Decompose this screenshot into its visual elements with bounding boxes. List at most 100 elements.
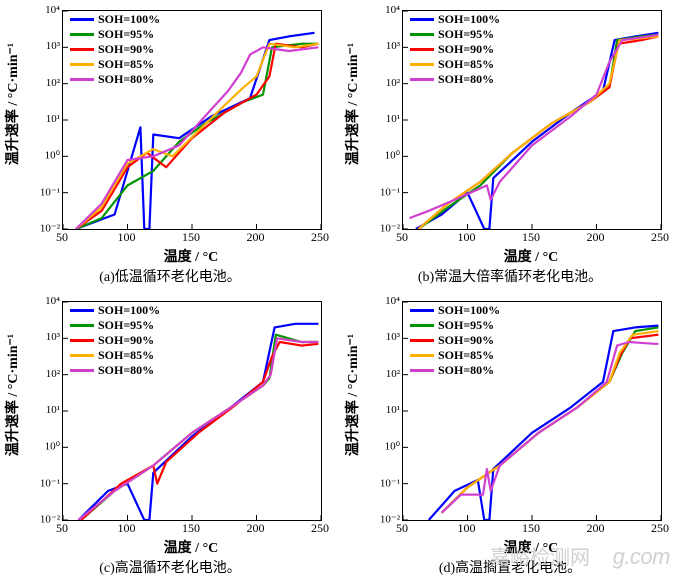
x-tick: 100	[118, 230, 136, 245]
legend-item: SOH=85%	[410, 348, 500, 363]
panel-c: 温升速率 / °C·min⁻¹温度 / °C(c)高温循环老化电池。10⁻²10…	[0, 291, 340, 582]
x-axis-label: 温度 / °C	[402, 246, 660, 266]
legend-swatch	[410, 63, 434, 66]
legend-label: SOH=90%	[98, 333, 154, 348]
legend-label: SOH=90%	[438, 42, 494, 57]
legend-swatch	[410, 369, 434, 372]
y-tick: 10¹	[20, 113, 60, 125]
x-tick: 150	[182, 521, 200, 536]
y-tick: 10⁴	[20, 4, 60, 16]
legend-swatch	[410, 354, 434, 357]
x-tick: 150	[182, 230, 200, 245]
legend-label: SOH=80%	[438, 72, 494, 87]
x-axis-label: 温度 / °C	[62, 537, 320, 557]
legend-item: SOH=100%	[70, 303, 160, 318]
legend: SOH=100%SOH=95%SOH=90%SOH=85%SOH=80%	[410, 12, 500, 87]
y-tick: 10¹	[360, 404, 400, 416]
legend-label: SOH=95%	[438, 318, 494, 333]
legend-label: SOH=95%	[98, 27, 154, 42]
legend-swatch	[410, 324, 434, 327]
legend-item: SOH=90%	[410, 333, 500, 348]
x-tick: 200	[587, 521, 605, 536]
y-axis-label: 温升速率 / °C·min⁻¹	[2, 0, 22, 218]
legend-label: SOH=85%	[98, 57, 154, 72]
y-tick: 10⁴	[360, 295, 400, 307]
y-tick: 10⁴	[360, 4, 400, 16]
y-tick: 10⁰	[20, 149, 60, 162]
legend-label: SOH=80%	[98, 363, 154, 378]
legend-label: SOH=90%	[98, 42, 154, 57]
legend-label: SOH=100%	[438, 12, 500, 27]
x-tick: 250	[311, 521, 329, 536]
legend-item: SOH=80%	[70, 363, 160, 378]
x-tick: 100	[458, 230, 476, 245]
legend-swatch	[70, 309, 94, 312]
x-axis-label: 温度 / °C	[62, 246, 320, 266]
legend-swatch	[70, 354, 94, 357]
x-tick: 100	[458, 521, 476, 536]
y-tick: 10⁻¹	[360, 476, 400, 489]
y-tick: 10⁻¹	[20, 185, 60, 198]
legend-label: SOH=85%	[438, 57, 494, 72]
legend-label: SOH=80%	[98, 72, 154, 87]
legend-label: SOH=95%	[98, 318, 154, 333]
y-tick: 10²	[20, 77, 60, 89]
legend-swatch	[410, 339, 434, 342]
legend-label: SOH=85%	[438, 348, 494, 363]
legend-item: SOH=95%	[410, 318, 500, 333]
y-tick: 10²	[20, 368, 60, 380]
legend: SOH=100%SOH=95%SOH=90%SOH=85%SOH=80%	[410, 303, 500, 378]
x-tick: 250	[311, 230, 329, 245]
panel-caption: (c)高温循环老化电池。	[0, 557, 340, 577]
y-axis-label: 温升速率 / °C·min⁻¹	[2, 281, 22, 509]
x-tick: 250	[651, 521, 669, 536]
legend-item: SOH=85%	[410, 57, 500, 72]
panel-d: 温升速率 / °C·min⁻¹温度 / °C(d)高温搁置老化电池。10⁻²10…	[340, 291, 680, 582]
x-tick: 50	[56, 521, 68, 536]
y-tick: 10⁴	[20, 295, 60, 307]
y-tick: 10⁻¹	[360, 185, 400, 198]
y-tick: 10¹	[360, 113, 400, 125]
y-tick: 10³	[360, 40, 400, 52]
legend-swatch	[410, 18, 434, 21]
legend-item: SOH=90%	[70, 333, 160, 348]
legend-swatch	[410, 78, 434, 81]
y-tick: 10³	[360, 331, 400, 343]
x-axis-label: 温度 / °C	[402, 537, 660, 557]
legend-item: SOH=95%	[70, 318, 160, 333]
legend-swatch	[70, 78, 94, 81]
y-tick: 10²	[360, 77, 400, 89]
y-tick: 10⁻²	[20, 222, 60, 235]
panel-caption: (b)常温大倍率循环老化电池。	[340, 266, 680, 286]
legend-item: SOH=100%	[70, 12, 160, 27]
legend-item: SOH=90%	[70, 42, 160, 57]
legend-swatch	[410, 309, 434, 312]
x-tick: 150	[522, 521, 540, 536]
x-tick: 200	[587, 230, 605, 245]
legend-label: SOH=85%	[98, 348, 154, 363]
legend-swatch	[70, 48, 94, 51]
legend-item: SOH=95%	[410, 27, 500, 42]
x-tick: 200	[247, 521, 265, 536]
legend-swatch	[70, 324, 94, 327]
y-tick: 10¹	[20, 404, 60, 416]
y-axis-label: 温升速率 / °C·min⁻¹	[342, 281, 362, 509]
legend: SOH=100%SOH=95%SOH=90%SOH=85%SOH=80%	[70, 303, 160, 378]
y-tick: 10⁰	[360, 149, 400, 162]
y-tick: 10⁰	[20, 440, 60, 453]
legend-item: SOH=100%	[410, 303, 500, 318]
legend-swatch	[70, 18, 94, 21]
y-tick: 10³	[20, 40, 60, 52]
legend: SOH=100%SOH=95%SOH=90%SOH=85%SOH=80%	[70, 12, 160, 87]
legend-label: SOH=100%	[98, 12, 160, 27]
legend-item: SOH=85%	[70, 348, 160, 363]
y-tick: 10⁻²	[20, 513, 60, 526]
legend-swatch	[410, 48, 434, 51]
y-tick: 10²	[360, 368, 400, 380]
x-tick: 200	[247, 230, 265, 245]
panel-a: 温升速率 / °C·min⁻¹温度 / °C(a)低温循环老化电池。10⁻²10…	[0, 0, 340, 291]
legend-item: SOH=95%	[70, 27, 160, 42]
legend-label: SOH=90%	[438, 333, 494, 348]
legend-label: SOH=100%	[438, 303, 500, 318]
x-tick: 50	[396, 230, 408, 245]
